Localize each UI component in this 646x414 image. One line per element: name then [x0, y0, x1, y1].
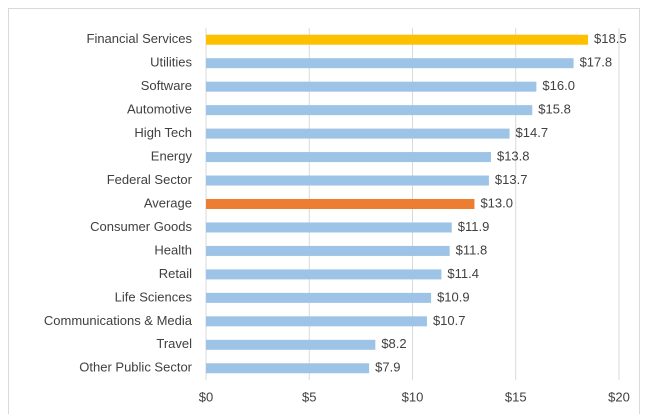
y-tick-label: Software — [141, 78, 192, 93]
chart-frame — [8, 8, 640, 414]
bar — [206, 245, 450, 256]
value-label: $10.7 — [433, 313, 466, 328]
value-label: $13.7 — [495, 172, 528, 187]
value-label: $13.8 — [497, 149, 530, 164]
bar — [206, 363, 370, 374]
bar — [206, 58, 574, 69]
bar — [206, 175, 489, 186]
y-tick-label: Consumer Goods — [90, 219, 192, 234]
value-label: $15.8 — [538, 102, 571, 117]
y-tick-label: Other Public Sector — [79, 360, 192, 375]
x-tick-label: $0 — [199, 389, 213, 404]
y-tick-label: Utilities — [150, 55, 192, 70]
value-label: $14.7 — [516, 125, 549, 140]
value-label: $11.4 — [447, 266, 479, 281]
value-label: $10.9 — [437, 289, 470, 304]
y-tick-label: Retail — [159, 266, 192, 281]
value-label: $11.9 — [458, 219, 490, 234]
y-tick-label: High Tech — [134, 125, 192, 140]
y-tick-label: Communications & Media — [44, 313, 193, 328]
x-tick-label: $15 — [505, 389, 527, 404]
bar — [206, 316, 427, 327]
bar — [206, 34, 589, 45]
value-label: $8.2 — [381, 336, 406, 351]
bar — [206, 292, 432, 303]
y-tick-label: Travel — [156, 336, 192, 351]
bar — [206, 222, 452, 233]
value-label: $13.0 — [480, 195, 513, 210]
bar — [206, 152, 491, 163]
value-label: $16.0 — [542, 78, 575, 93]
bar — [206, 339, 376, 350]
value-label: $18.5 — [594, 31, 627, 46]
value-label: $11.8 — [456, 242, 488, 257]
y-tick-label: Federal Sector — [107, 172, 193, 187]
bar — [206, 81, 537, 92]
y-tick-label: Financial Services — [87, 31, 193, 46]
value-label: $17.8 — [580, 55, 613, 70]
x-tick-label: $5 — [302, 389, 316, 404]
y-tick-label: Energy — [151, 149, 193, 164]
x-tick-label: $10 — [402, 389, 424, 404]
value-label: $7.9 — [375, 360, 400, 375]
bar — [206, 199, 475, 209]
y-tick-label: Health — [154, 242, 192, 257]
x-tick-label: $20 — [608, 389, 630, 404]
bar — [206, 105, 533, 116]
y-tick-label: Life Sciences — [115, 289, 193, 304]
bar — [206, 269, 442, 280]
y-tick-label: Automotive — [127, 102, 192, 117]
y-tick-label: Average — [144, 195, 192, 210]
bar — [206, 128, 510, 139]
